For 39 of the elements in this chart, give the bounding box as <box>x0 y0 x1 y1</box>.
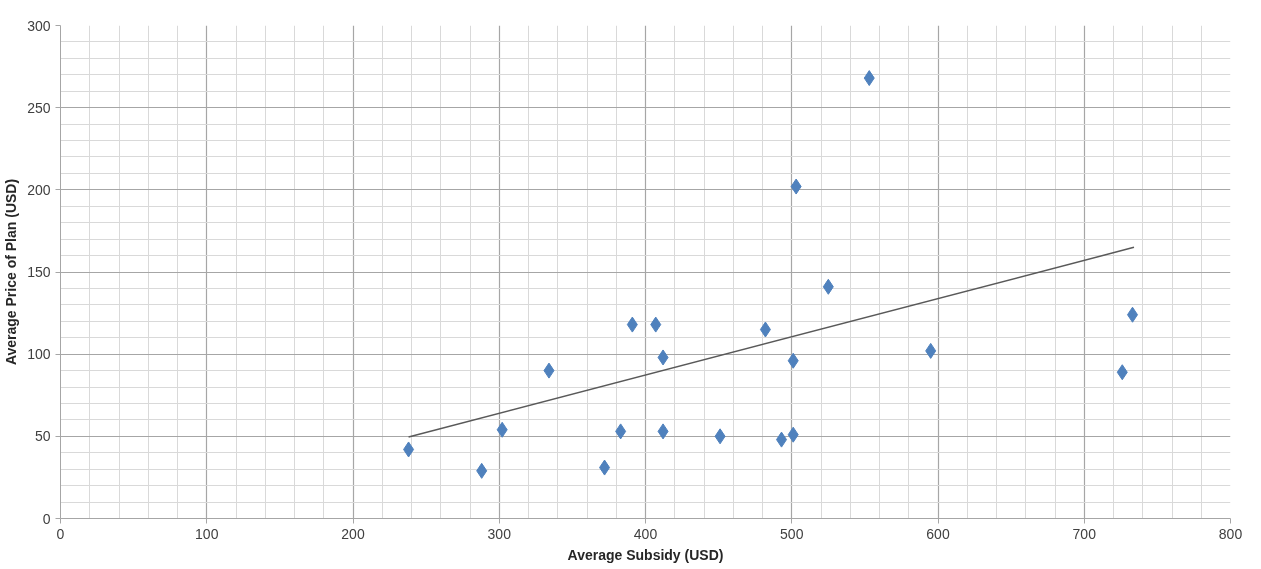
x-tick-label: 500 <box>780 525 804 542</box>
point <box>790 178 802 195</box>
y-axis-title: Average Price of Plan (USD) <box>3 178 20 366</box>
x-tick-label: 600 <box>926 525 950 542</box>
y-tick-label: 150 <box>27 264 51 280</box>
x-axis-title: Average Subsidy (USD) <box>567 546 724 563</box>
point <box>650 316 662 333</box>
point <box>787 426 799 443</box>
point <box>925 342 937 359</box>
point <box>599 459 611 476</box>
x-tick-label: 300 <box>487 525 512 542</box>
point <box>759 321 771 338</box>
y-tick-label: 250 <box>27 99 51 116</box>
point <box>403 441 415 458</box>
point <box>863 70 875 87</box>
y-tick-label: 50 <box>34 428 51 445</box>
point <box>776 431 788 448</box>
point <box>476 462 488 479</box>
y-tick-label: 0 <box>42 510 51 527</box>
y-tick-label: 100 <box>27 346 51 363</box>
x-tick-label: 100 <box>195 525 219 542</box>
point <box>1116 364 1128 381</box>
point <box>496 421 508 438</box>
point <box>714 428 726 445</box>
x-tick-label: 700 <box>1072 525 1097 542</box>
y-tick-label: 300 <box>27 17 51 34</box>
point <box>787 352 799 369</box>
point <box>1127 306 1139 323</box>
x-tick-label: 0 <box>56 525 65 542</box>
x-tick-label: 400 <box>633 525 658 542</box>
point <box>657 423 669 440</box>
point <box>543 362 555 379</box>
y-tick-label: 200 <box>27 181 51 198</box>
point <box>626 316 638 333</box>
x-tick-label: 200 <box>341 525 365 542</box>
x-tick-label: 800 <box>1218 525 1243 542</box>
point <box>615 423 627 440</box>
point <box>822 278 834 295</box>
point <box>657 349 669 366</box>
